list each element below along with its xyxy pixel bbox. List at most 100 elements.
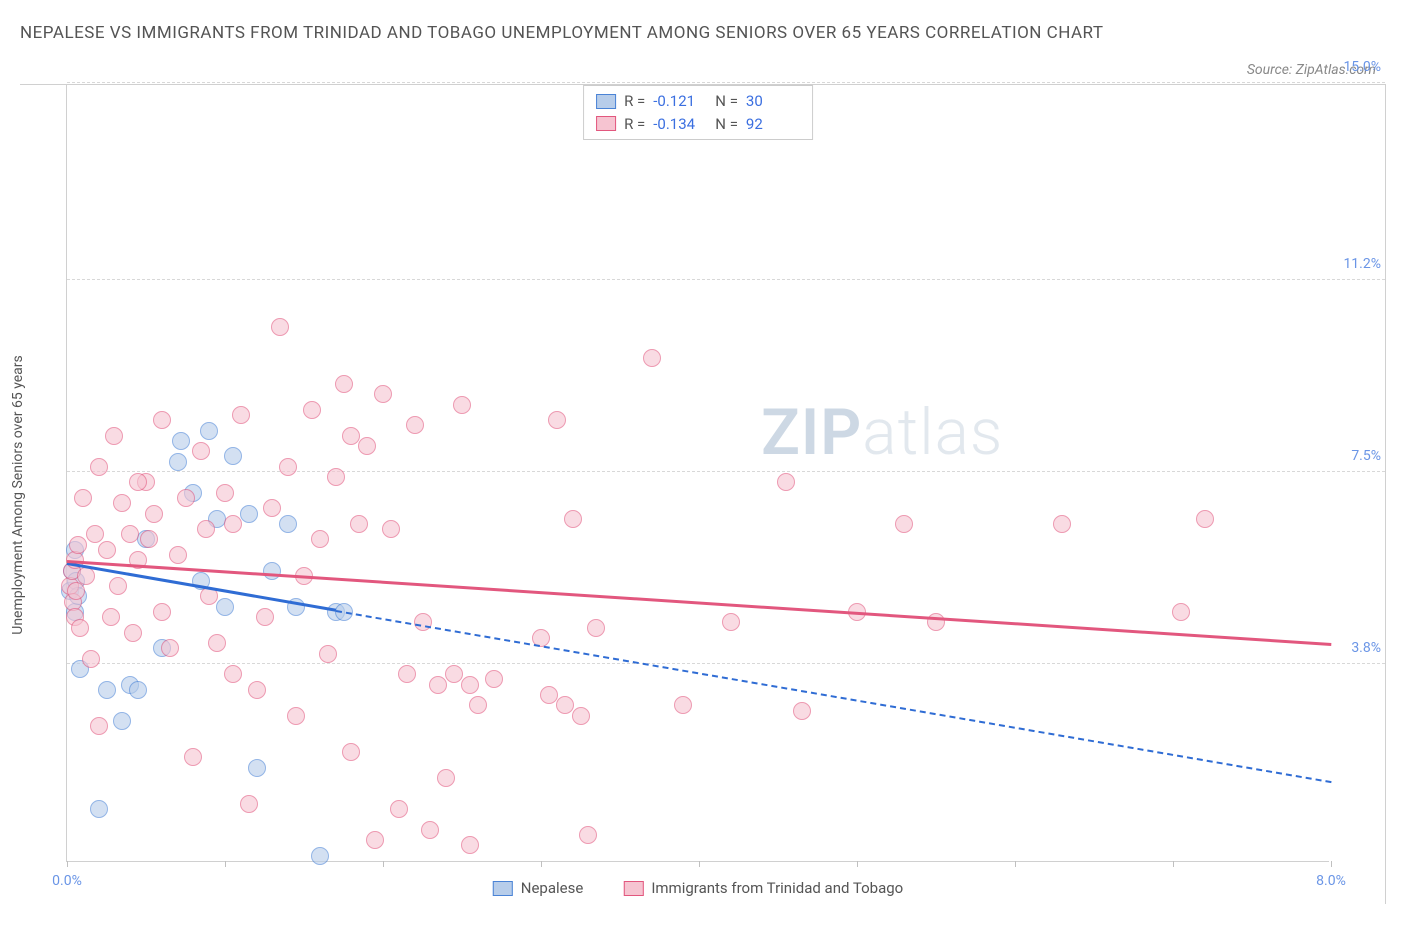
scatter-point-trinidad bbox=[327, 468, 345, 486]
scatter-point-trinidad bbox=[461, 836, 479, 854]
x-tick-mark bbox=[383, 861, 384, 867]
scatter-point-trinidad bbox=[1196, 510, 1214, 528]
scatter-point-trinidad bbox=[895, 515, 913, 533]
watermark: ZIPatlas bbox=[761, 395, 1003, 470]
scatter-point-trinidad bbox=[564, 510, 582, 528]
gridline bbox=[67, 663, 1385, 664]
scatter-point-trinidad bbox=[145, 505, 163, 523]
scatter-point-trinidad bbox=[271, 318, 289, 336]
scatter-point-trinidad bbox=[124, 624, 142, 642]
scatter-point-trinidad bbox=[350, 515, 368, 533]
scatter-point-nepalese bbox=[113, 712, 131, 730]
x-tick-label: 0.0% bbox=[52, 873, 82, 889]
scatter-point-nepalese bbox=[224, 447, 242, 465]
n-label: N = bbox=[715, 90, 738, 113]
scatter-point-trinidad bbox=[67, 582, 85, 600]
scatter-point-trinidad bbox=[140, 530, 158, 548]
scatter-point-trinidad bbox=[540, 686, 558, 704]
r-label: R = bbox=[624, 90, 645, 113]
scatter-point-trinidad bbox=[161, 639, 179, 657]
scatter-point-trinidad bbox=[485, 670, 503, 688]
y-tick-label: 11.2% bbox=[1333, 256, 1381, 272]
scatter-point-trinidad bbox=[102, 608, 120, 626]
y-tick-label: 7.5% bbox=[1333, 448, 1381, 464]
r-value: -0.134 bbox=[653, 113, 707, 136]
scatter-point-trinidad bbox=[216, 484, 234, 502]
scatter-point-trinidad bbox=[105, 427, 123, 445]
scatter-point-trinidad bbox=[674, 696, 692, 714]
chart-title: NEPALESE VS IMMIGRANTS FROM TRINIDAD AND… bbox=[20, 20, 1104, 47]
scatter-point-trinidad bbox=[153, 603, 171, 621]
scatter-point-trinidad bbox=[587, 619, 605, 637]
n-value: 30 bbox=[746, 90, 800, 113]
x-tick-mark bbox=[67, 861, 68, 867]
scatter-point-trinidad bbox=[319, 645, 337, 663]
scatter-point-trinidad bbox=[86, 525, 104, 543]
scatter-point-trinidad bbox=[722, 613, 740, 631]
scatter-point-trinidad bbox=[263, 499, 281, 517]
scatter-point-trinidad bbox=[777, 473, 795, 491]
scatter-point-trinidad bbox=[279, 458, 297, 476]
scatter-point-trinidad bbox=[390, 800, 408, 818]
stats-row-nepalese: R = -0.121 N = 30 bbox=[596, 90, 800, 113]
scatter-point-nepalese bbox=[311, 847, 329, 865]
scatter-point-trinidad bbox=[303, 401, 321, 419]
scatter-point-trinidad bbox=[429, 676, 447, 694]
x-tick-mark bbox=[1331, 861, 1332, 867]
scatter-point-trinidad bbox=[74, 489, 92, 507]
plot-area: ZIPatlas 3.8%7.5%11.2%15.0%0.0%8.0%R =-0… bbox=[66, 85, 1329, 862]
scatter-point-trinidad bbox=[453, 396, 471, 414]
scatter-point-trinidad bbox=[421, 821, 439, 839]
scatter-point-nepalese bbox=[129, 681, 147, 699]
swatch-trinidad bbox=[596, 116, 616, 131]
scatter-point-trinidad bbox=[90, 717, 108, 735]
scatter-point-trinidad bbox=[197, 520, 215, 538]
scatter-point-nepalese bbox=[240, 505, 258, 523]
x-tick-mark bbox=[225, 861, 226, 867]
scatter-point-trinidad bbox=[129, 473, 147, 491]
scatter-point-trinidad bbox=[232, 406, 250, 424]
r-value: -0.121 bbox=[653, 90, 707, 113]
scatter-point-nepalese bbox=[90, 800, 108, 818]
stats-row-trinidad: R =-0.134N =92 bbox=[596, 113, 800, 136]
scatter-point-trinidad bbox=[1172, 603, 1190, 621]
r-label: R = bbox=[624, 113, 645, 136]
gridline bbox=[67, 471, 1385, 472]
scatter-point-trinidad bbox=[461, 676, 479, 694]
scatter-point-trinidad bbox=[1053, 515, 1071, 533]
scatter-point-trinidad bbox=[287, 707, 305, 725]
scatter-point-trinidad bbox=[556, 696, 574, 714]
scatter-point-trinidad bbox=[382, 520, 400, 538]
scatter-point-trinidad bbox=[224, 665, 242, 683]
scatter-point-trinidad bbox=[374, 385, 392, 403]
scatter-point-trinidad bbox=[572, 707, 590, 725]
x-tick-mark bbox=[541, 861, 542, 867]
scatter-point-nepalese bbox=[200, 422, 218, 440]
n-value: 92 bbox=[746, 113, 800, 136]
scatter-point-nepalese bbox=[216, 598, 234, 616]
scatter-point-trinidad bbox=[69, 536, 87, 554]
scatter-point-nepalese bbox=[279, 515, 297, 533]
y-tick-label: 3.8% bbox=[1333, 640, 1381, 656]
legend-swatch-trinidad bbox=[623, 881, 643, 896]
scatter-point-trinidad bbox=[240, 795, 258, 813]
y-tick-label: 15.0% bbox=[1333, 59, 1381, 75]
scatter-point-trinidad bbox=[208, 634, 226, 652]
scatter-point-trinidad bbox=[224, 515, 242, 533]
scatter-point-nepalese bbox=[172, 432, 190, 450]
y-axis-label: Unemployment Among Seniors over 65 years bbox=[10, 355, 26, 635]
scatter-point-trinidad bbox=[90, 458, 108, 476]
scatter-point-nepalese bbox=[169, 453, 187, 471]
legend-swatch-nepalese bbox=[493, 881, 513, 896]
scatter-point-trinidad bbox=[311, 530, 329, 548]
x-tick-mark bbox=[699, 861, 700, 867]
x-tick-label: 8.0% bbox=[1316, 873, 1346, 889]
legend-label: Immigrants from Trinidad and Tobago bbox=[651, 879, 903, 897]
scatter-point-trinidad bbox=[445, 665, 463, 683]
scatter-point-trinidad bbox=[793, 702, 811, 720]
legend: NepaleseImmigrants from Trinidad and Tob… bbox=[493, 879, 903, 897]
legend-item-trinidad: Immigrants from Trinidad and Tobago bbox=[623, 879, 903, 897]
x-tick-mark bbox=[1015, 861, 1016, 867]
scatter-point-trinidad bbox=[414, 613, 432, 631]
scatter-point-trinidad bbox=[398, 665, 416, 683]
